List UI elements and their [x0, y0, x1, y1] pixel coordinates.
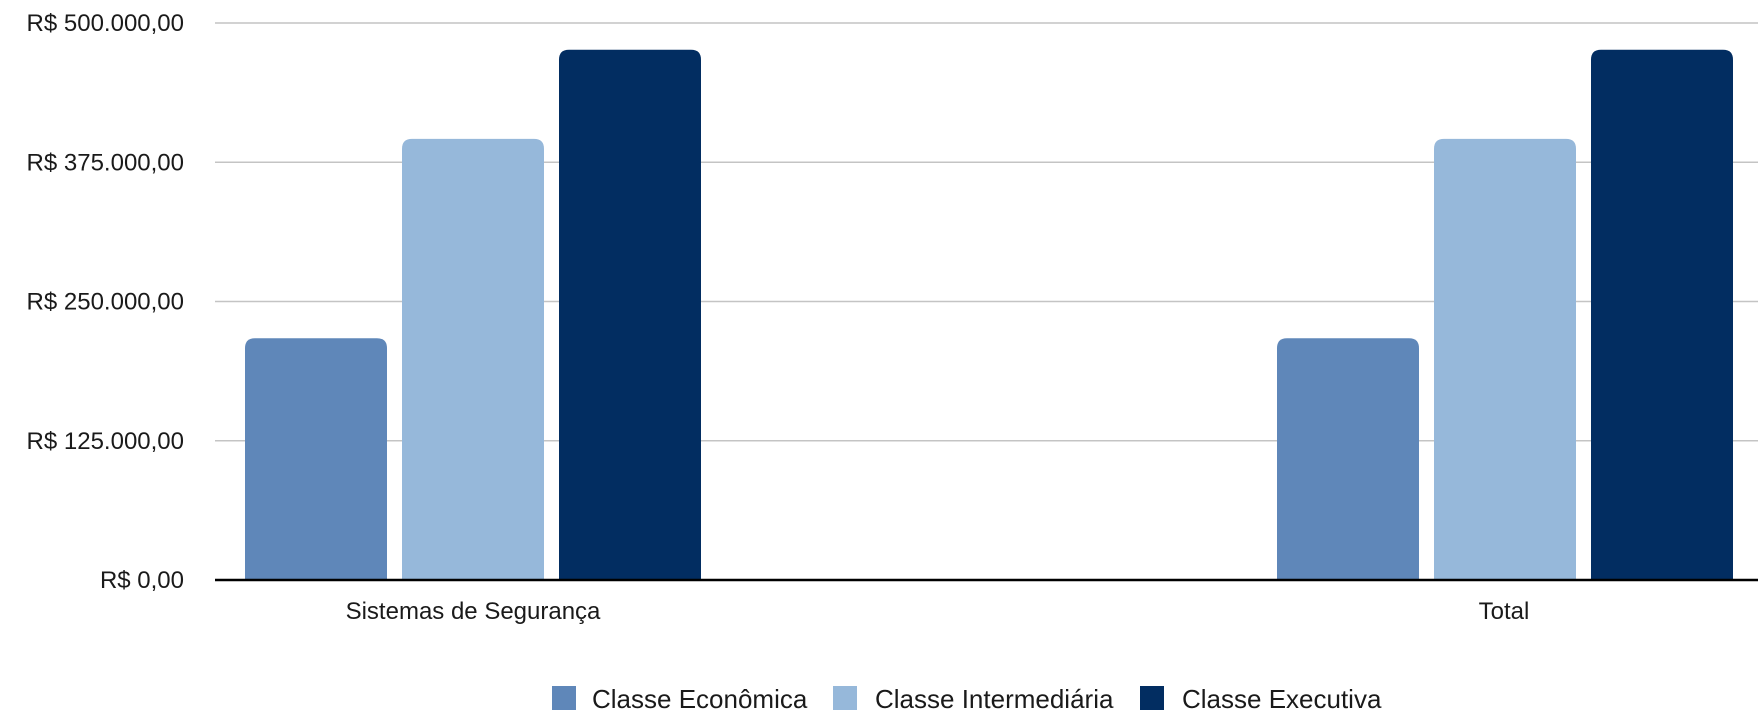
- y-tick-label: R$ 125.000,00: [27, 428, 184, 455]
- bar-classe-executiva-total: [1591, 49, 1733, 580]
- legend-label: Classe Intermediária: [875, 684, 1114, 713]
- x-category-label: Sistemas de Segurança: [346, 598, 601, 625]
- legend-swatch-classe-intermediaria: [833, 686, 857, 710]
- x-axis-category-labels: Sistemas de Segurança Total: [346, 598, 1530, 625]
- bar-classe-economica-total: [1277, 338, 1419, 580]
- bar-classe-economica-sistemas-de-seguranca: [245, 338, 387, 580]
- y-tick-label: R$ 250.000,00: [27, 289, 184, 316]
- bar-classe-intermediaria-sistemas-de-seguranca: [402, 138, 544, 580]
- legend-label: Classe Econômica: [592, 684, 808, 713]
- bar-classe-intermediaria-total: [1434, 138, 1576, 580]
- y-axis-tick-labels: R$ 0,00 R$ 125.000,00 R$ 250.000,00 R$ 375.…: [27, 10, 184, 594]
- y-tick-label: R$ 500.000,00: [27, 10, 184, 37]
- y-tick-label: R$ 375.000,00: [27, 149, 184, 176]
- legend-swatch-classe-economica: [552, 686, 576, 710]
- bar-classe-executiva-sistemas-de-seguranca: [559, 49, 701, 580]
- x-category-label: Total: [1479, 598, 1530, 625]
- legend: Classe Econômica Classe Intermediária Clas…: [552, 684, 1382, 713]
- legend-swatch-classe-executiva: [1140, 686, 1164, 710]
- bars: [245, 49, 1733, 580]
- y-tick-label: R$ 0,00: [100, 567, 184, 594]
- legend-label: Classe Executiva: [1182, 684, 1382, 713]
